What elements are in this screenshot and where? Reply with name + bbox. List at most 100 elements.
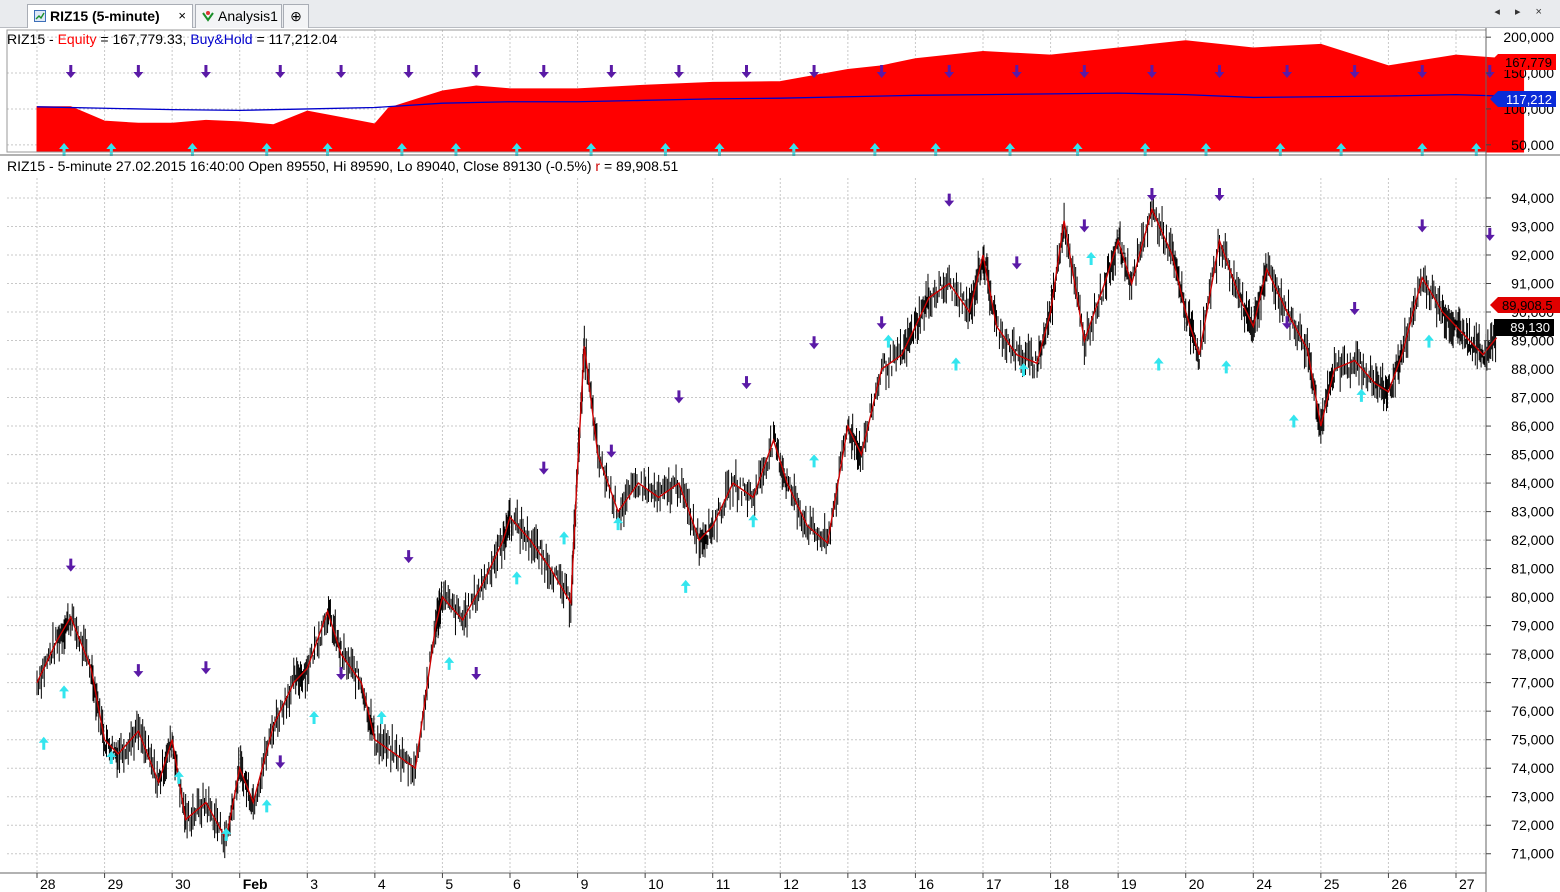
- equity-chart: [36, 40, 1525, 156]
- buy-arrow: [883, 334, 894, 348]
- sell-arrow: [809, 65, 820, 78]
- buy-arrow: [1221, 360, 1232, 374]
- r-tag-text: 89,908.5: [1502, 298, 1553, 313]
- x-tick-label: Feb: [243, 876, 268, 892]
- buy-arrow: [511, 143, 522, 156]
- buyhold-line: [36, 92, 1524, 112]
- buy-arrow: [680, 579, 691, 593]
- price-bars: [36, 194, 1497, 859]
- buy-arrow: [106, 750, 117, 764]
- chart-area[interactable]: 28 29 30 Feb 3 4 5 6 9 10 11 12 13 16 17 18 19 20 24 25 26 27…: [0, 28, 1560, 892]
- buy-arrow: [1200, 143, 1211, 156]
- buyhold-label: Buy&Hold: [190, 31, 252, 47]
- price-y-tick-label: 87,000: [1511, 390, 1554, 406]
- sell-arrow: [944, 65, 955, 78]
- price-y-tick-label: 72,000: [1511, 817, 1554, 833]
- tab-riz15-chart[interactable]: RIZ15 (5-minute) ×: [27, 4, 193, 28]
- new-tab-button[interactable]: ⊕: [283, 4, 309, 28]
- sell-arrow: [133, 65, 144, 78]
- x-tick-label: 25: [1324, 876, 1340, 892]
- chart-icon: [34, 10, 46, 22]
- buy-arrow: [1005, 143, 1016, 156]
- price-y-tick-label: 75,000: [1511, 732, 1554, 748]
- price-y-tick-label: 94,000: [1511, 190, 1554, 206]
- buy-arrow: [322, 143, 333, 156]
- equity-label: Equity: [58, 31, 97, 47]
- buy-arrow: [559, 531, 570, 545]
- sell-arrow: [809, 336, 820, 350]
- x-tick-label: 18: [1054, 876, 1070, 892]
- x-tick-label: 19: [1121, 876, 1137, 892]
- buy-arrow: [38, 736, 49, 750]
- buy-arrow: [1018, 363, 1029, 377]
- buy-arrow: [613, 517, 624, 531]
- buy-arrow: [1417, 143, 1428, 156]
- buy-arrow: [1140, 143, 1151, 156]
- buy-arrow: [1471, 143, 1482, 156]
- sell-arrow: [1079, 219, 1090, 233]
- buy-arrow: [748, 514, 759, 528]
- sell-arrow: [606, 444, 617, 458]
- buy-arrow: [444, 656, 455, 670]
- buy-arrow: [511, 571, 522, 585]
- equity-value: = 167,779.33,: [97, 31, 191, 47]
- buy-arrow: [1288, 414, 1299, 428]
- equity-symbol: RIZ15: [7, 31, 45, 47]
- buy-arrow: [714, 143, 725, 156]
- x-tick-label: 10: [648, 876, 664, 892]
- sell-arrow: [1484, 65, 1495, 78]
- close-icon[interactable]: ×: [178, 8, 186, 23]
- plus-icon: ⊕: [290, 8, 302, 24]
- buy-arrow: [788, 143, 799, 156]
- sell-arrow: [876, 65, 887, 78]
- x-tick-label: 9: [581, 876, 589, 892]
- buy-arrow: [869, 143, 880, 156]
- sell-arrow: [1484, 227, 1495, 241]
- buyhold-tag-text: 117,212: [1506, 92, 1552, 107]
- price-y-tick-label: 92,000: [1511, 247, 1554, 263]
- title-separator: -: [45, 31, 57, 47]
- buy-arrow: [309, 711, 320, 725]
- sell-arrow: [1146, 187, 1157, 201]
- x-tick-label: 26: [1391, 876, 1407, 892]
- price-y-tick-label: 81,000: [1511, 561, 1554, 577]
- buy-arrow: [1086, 251, 1097, 265]
- sell-arrow: [1349, 65, 1360, 78]
- sell-arrow: [336, 666, 347, 680]
- sell-arrow: [65, 558, 76, 572]
- tab-navigation-arrows[interactable]: ◂ ▸ ×: [1494, 6, 1548, 18]
- price-chart: [36, 187, 1498, 859]
- sell-arrow: [741, 65, 752, 78]
- sell-arrow: [944, 193, 955, 207]
- sell-arrow: [1282, 316, 1293, 330]
- sell-arrow: [65, 65, 76, 78]
- close-price-tag: 89,130: [1494, 319, 1554, 336]
- r-value: = 89,908.51: [600, 158, 678, 174]
- price-y-tick-label: 73,000: [1511, 789, 1554, 805]
- buy-arrow: [376, 711, 387, 725]
- buy-arrow: [1072, 143, 1083, 156]
- price-y-tick-label: 86,000: [1511, 418, 1554, 434]
- x-tick-label: 5: [445, 876, 453, 892]
- buy-arrow: [106, 143, 117, 156]
- price-y-tick-label: 89,000: [1511, 333, 1554, 349]
- sell-arrow: [1146, 65, 1157, 78]
- sell-arrow: [876, 316, 887, 330]
- x-tick-label: 16: [918, 876, 934, 892]
- buy-arrow: [1423, 334, 1434, 348]
- price-y-tick-label: 91,000: [1511, 275, 1554, 291]
- tab-analysis1[interactable]: Analysis1: [195, 4, 282, 28]
- x-tick-label: 6: [513, 876, 521, 892]
- sell-arrow: [471, 666, 482, 680]
- price-y-tick-label: 79,000: [1511, 618, 1554, 634]
- sell-arrow: [403, 550, 414, 564]
- sell-arrow: [1079, 65, 1090, 78]
- buy-arrow: [187, 143, 198, 156]
- x-tick-label: 27: [1459, 876, 1475, 892]
- buy-arrow: [59, 143, 70, 156]
- equity-title: RIZ15 - Equity = 167,779.33, Buy&Hold = …: [7, 31, 338, 47]
- x-tick-label: 3: [310, 876, 318, 892]
- r-value-tag: 89,908.5: [1490, 297, 1560, 313]
- buyhold-value: = 117,212.04: [253, 31, 338, 47]
- sell-arrow: [1011, 65, 1022, 78]
